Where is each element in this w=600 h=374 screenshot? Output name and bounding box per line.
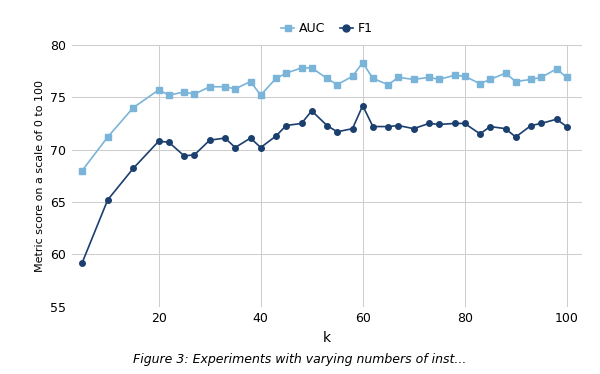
AUC: [502, 71, 509, 76]
F1: [563, 124, 571, 129]
AUC: [166, 93, 173, 97]
F1: [527, 123, 535, 128]
AUC: [476, 82, 484, 86]
F1: [155, 139, 163, 144]
AUC: [487, 77, 494, 82]
AUC: [308, 66, 316, 70]
F1: [334, 129, 341, 134]
AUC: [206, 85, 214, 89]
AUC: [104, 135, 112, 139]
F1: [461, 121, 469, 126]
F1: [512, 135, 520, 139]
F1: [323, 123, 331, 128]
F1: [247, 136, 254, 140]
AUC: [553, 67, 560, 71]
F1: [502, 126, 509, 131]
AUC: [272, 76, 280, 81]
AUC: [232, 87, 239, 91]
AUC: [425, 75, 433, 80]
AUC: [155, 88, 163, 92]
F1: [283, 123, 290, 128]
AUC: [130, 105, 137, 110]
AUC: [283, 71, 290, 76]
F1: [206, 138, 214, 142]
AUC: [359, 61, 367, 65]
AUC: [436, 77, 443, 82]
F1: [130, 166, 137, 171]
AUC: [370, 76, 377, 81]
F1: [476, 132, 484, 136]
F1: [370, 124, 377, 129]
AUC: [461, 74, 469, 79]
AUC: [181, 90, 188, 94]
AUC: [191, 92, 198, 96]
Text: Figure 3: Experiments with varying numbers of inst...: Figure 3: Experiments with varying numbe…: [133, 353, 467, 365]
F1: [487, 124, 494, 129]
Y-axis label: Metric score on a scale of 0 to 100: Metric score on a scale of 0 to 100: [35, 80, 45, 272]
F1: [349, 126, 356, 131]
F1: [166, 140, 173, 144]
F1: [232, 145, 239, 150]
Legend: AUC, F1: AUC, F1: [277, 17, 377, 40]
AUC: [512, 79, 520, 84]
AUC: [410, 77, 418, 82]
F1: [553, 117, 560, 122]
F1: [272, 134, 280, 138]
F1: [79, 260, 86, 265]
F1: [308, 108, 316, 113]
AUC: [395, 75, 402, 80]
AUC: [385, 82, 392, 87]
AUC: [298, 66, 305, 70]
AUC: [538, 75, 545, 80]
F1: [451, 121, 458, 126]
F1: [181, 154, 188, 158]
F1: [359, 103, 367, 108]
F1: [395, 123, 402, 128]
F1: [436, 122, 443, 127]
AUC: [323, 76, 331, 81]
F1: [257, 145, 265, 150]
F1: [191, 153, 198, 157]
F1: [221, 136, 229, 140]
F1: [298, 121, 305, 126]
AUC: [79, 168, 86, 173]
AUC: [247, 79, 254, 84]
AUC: [451, 73, 458, 77]
AUC: [257, 93, 265, 97]
F1: [538, 121, 545, 126]
F1: [104, 197, 112, 202]
Line: AUC: AUC: [79, 60, 569, 173]
AUC: [349, 74, 356, 79]
AUC: [334, 82, 341, 87]
AUC: [221, 85, 229, 89]
F1: [385, 124, 392, 129]
AUC: [563, 75, 571, 80]
AUC: [527, 77, 535, 82]
F1: [425, 121, 433, 126]
Line: F1: F1: [79, 103, 569, 266]
X-axis label: k: k: [323, 331, 331, 345]
F1: [410, 126, 418, 131]
